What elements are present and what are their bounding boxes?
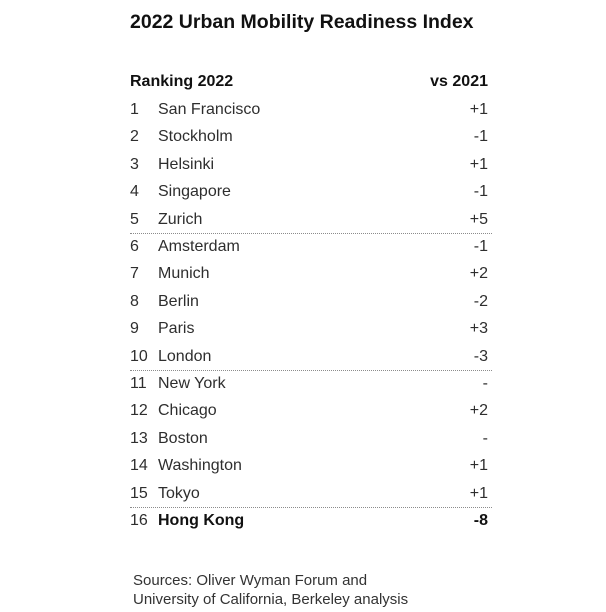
change-cell: +2 [469,402,488,420]
chart-title: 2022 Urban Mobility Readiness Index [130,11,474,33]
rank-cell: 15 [130,484,148,502]
table-row: 14 Washington +1 [130,456,488,476]
change-cell: -2 [473,292,488,310]
table-row: 4 Singapore -1 [130,182,488,202]
change-cell: +1 [469,101,488,118]
sources-note: Sources: Oliver Wyman Forum and Universi… [133,571,408,609]
table-row: 11 New York - [130,374,488,394]
change-cell: -8 [473,512,488,529]
change-cell: +3 [469,320,488,338]
table-row: 16 Hong Kong -8 [130,511,488,531]
group-divider [130,507,492,509]
rank-cell: 16 [130,512,148,529]
change-cell: - [482,375,488,392]
city-cell: Zurich [158,210,203,228]
table-row: 2 Stockholm -1 [130,127,488,147]
table-row: 10 London -3 [130,347,488,367]
city-cell: Singapore [158,183,231,201]
rank-cell: 6 [130,238,139,255]
change-cell: -1 [473,238,488,255]
table-row: 13 Boston - [130,429,488,449]
rank-cell: 1 [130,101,139,118]
change-column-header: vs 2021 [430,73,488,90]
city-cell: Paris [158,320,195,338]
table-row: 1 San Francisco +1 [130,100,488,120]
change-cell: +2 [469,265,488,283]
table-row: 6 Amsterdam -1 [130,237,488,257]
change-cell: +1 [469,484,488,502]
rank-cell: 4 [130,183,139,201]
rank-cell: 3 [130,155,139,173]
city-cell: Amsterdam [158,238,240,255]
city-cell: Washington [158,457,242,475]
rank-cell: 11 [130,375,147,392]
table-row: 15 Tokyo +1 [130,484,488,504]
rank-cell: 14 [130,457,148,475]
rank-cell: 9 [130,320,139,338]
change-cell: - [482,429,488,447]
sources-line: University of California, Berkeley analy… [133,591,409,608]
city-cell: Boston [158,429,208,447]
city-cell: Munich [158,265,210,283]
city-cell: Helsinki [158,155,215,173]
table-row: 9 Paris +3 [130,319,488,339]
table-row: 12 Chicago +2 [130,401,488,421]
rank-cell: 13 [130,429,148,447]
change-cell: -1 [473,128,488,146]
rank-cell: 5 [130,210,139,228]
city-cell: Tokyo [158,484,200,502]
city-cell: Chicago [158,402,217,420]
city-cell: New York [158,375,226,392]
table-row: 8 Berlin -2 [130,292,488,312]
city-cell: Berlin [158,292,199,310]
change-cell: +5 [469,210,488,228]
change-cell: -1 [473,183,488,201]
rank-cell: 2 [130,128,139,146]
city-cell: San Francisco [158,101,261,118]
group-divider [130,370,492,372]
table-row: 3 Helsinki +1 [130,155,488,175]
rank-cell: 8 [130,292,139,310]
ranking-column-header: Ranking 2022 [130,73,234,90]
table-row: 7 Munich +2 [130,264,488,284]
table-row: 5 Zurich +5 [130,210,488,230]
rank-cell: 12 [130,402,148,420]
change-cell: +1 [469,457,488,475]
table-body: 1 San Francisco +1 2 Stockholm -1 3 Helsinki +1 4… [130,100,492,540]
rank-cell: 7 [130,265,139,283]
city-cell: London [158,347,212,365]
city-cell: Stockholm [158,128,233,146]
change-cell: -3 [473,347,488,365]
change-cell: +1 [469,155,488,173]
table-header: Ranking 2022 vs 2021 [130,72,488,92]
sources-line: Sources: Oliver Wyman Forum and [133,572,368,589]
rank-cell: 10 [130,347,148,365]
city-cell: Hong Kong [158,512,245,529]
group-divider [130,233,492,235]
